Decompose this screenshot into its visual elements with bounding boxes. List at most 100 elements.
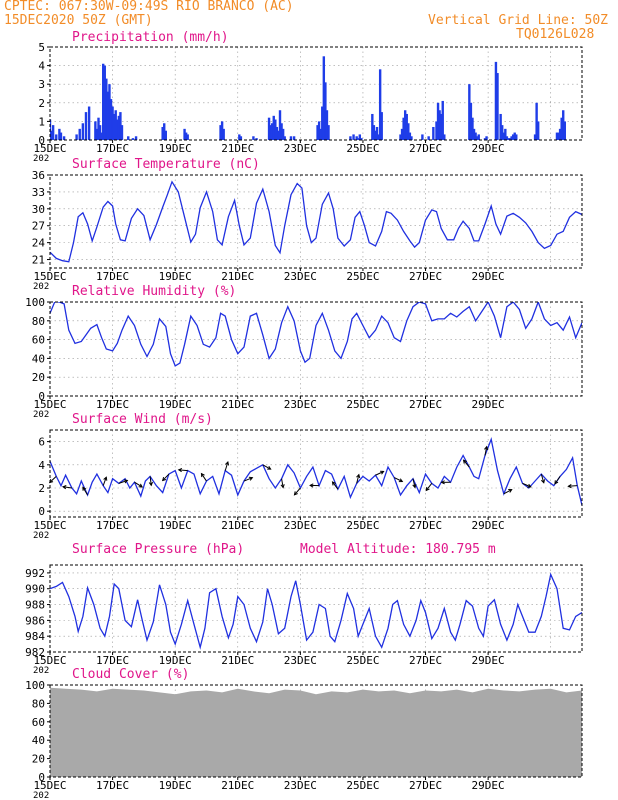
x-tick-label: 15DEC (33, 654, 66, 667)
y-tick-label: 60 (32, 716, 45, 729)
precip-bar (555, 132, 559, 140)
precip-bar (400, 128, 404, 140)
wind-arrow (484, 446, 488, 456)
precip-bar (114, 110, 117, 140)
wind-arrow (262, 464, 271, 470)
y-tick-label: 30 (32, 203, 45, 216)
precip-bar (510, 136, 513, 140)
x-tick-label: 15DEC (33, 142, 66, 155)
y-tick-label: 2 (38, 482, 45, 495)
precip-bar (219, 125, 222, 140)
header-grid-line: Vertical Grid Line: 50Z (428, 13, 609, 28)
precip-bar (438, 110, 441, 140)
y-tick-label: 24 (32, 237, 46, 250)
precip-bar (402, 117, 405, 140)
precip-bar (483, 138, 487, 140)
x-tick-label: 27DEC (409, 654, 442, 667)
y-tick-label: 4 (38, 459, 45, 472)
plot-frame (49, 301, 583, 397)
precip-bar (505, 136, 509, 140)
precip-bar (557, 132, 560, 140)
wind-arrow-head (161, 477, 167, 482)
x-year-label: 202 (33, 791, 49, 800)
precip-bar (471, 117, 474, 140)
precip-bar (399, 134, 402, 140)
wind-arrow (463, 459, 470, 468)
x-tick-label: 17DEC (96, 142, 129, 155)
precip-bar (292, 136, 296, 140)
precip-bar (360, 138, 363, 140)
wind-arrow (522, 482, 532, 488)
x-tick-label: 15DEC (33, 270, 66, 283)
y-tick-label: 100 (25, 296, 45, 309)
y-tick-label: 21 (32, 254, 45, 267)
precip-bar (222, 128, 225, 140)
precip-bar (186, 134, 189, 140)
precip-bar (432, 126, 435, 140)
precip-bar (352, 134, 355, 140)
precip-bar (95, 128, 99, 140)
precip-bar (277, 130, 280, 140)
y-tick-label: 80 (32, 315, 45, 328)
x-year-label: 202 (33, 531, 49, 541)
precip-bar (87, 106, 91, 140)
wind-arrow-head (567, 483, 572, 489)
y-tick-label: 2 (38, 97, 45, 110)
precip-bar (183, 128, 186, 140)
precip-bar (51, 125, 55, 140)
precip-bar (511, 134, 515, 140)
y-tick-label: 986 (25, 614, 45, 627)
x-year-label: 202 (33, 282, 49, 292)
x-tick-label: 25DEC (346, 270, 379, 283)
precip-bar (372, 125, 376, 140)
wind-arrow (356, 474, 360, 484)
y-tick-label: 990 (25, 583, 45, 596)
precip-bar (355, 136, 358, 140)
y-tick-label: 0 (38, 771, 45, 784)
header-model-id: TQ0126L028 (516, 27, 595, 42)
precip-bar (436, 102, 440, 140)
series-line (50, 180, 582, 263)
precip-bar (562, 110, 565, 140)
wind-arrow (162, 473, 170, 481)
x-tick-label: 21DEC (221, 519, 254, 532)
precip-bar (275, 126, 279, 140)
y-tick-label: 0 (38, 390, 45, 403)
wind-arrow-head (331, 481, 336, 486)
wind-arrow-head (554, 480, 559, 485)
x-tick-label: 19DEC (159, 779, 192, 792)
x-tick-label: 29DEC (472, 270, 505, 283)
plot-frame (49, 684, 583, 778)
cloud-cover-area (50, 687, 582, 777)
x-tick-label: 17DEC (96, 270, 129, 283)
precip-bar (380, 112, 383, 140)
precip-bar (563, 121, 566, 140)
wind-arrow-head (200, 472, 205, 478)
x-tick-label: 27DEC (409, 779, 442, 792)
precip-bar (112, 113, 116, 140)
precip-bar (108, 84, 111, 140)
precip-bar (499, 113, 502, 140)
wind-arrow-head (440, 480, 445, 485)
x-tick-label: 27DEC (409, 142, 442, 155)
precip-bar (468, 84, 471, 140)
precip-bar (410, 136, 413, 140)
precip-bar (508, 138, 512, 140)
precip-bar (378, 69, 382, 140)
wind-arrow (281, 478, 284, 488)
precip-bar (106, 91, 110, 140)
wind-arrow (503, 489, 512, 495)
x-year-label: 202 (33, 154, 49, 164)
precip-bar (274, 119, 277, 140)
plot-frame (49, 564, 583, 653)
x-tick-label: 21DEC (221, 270, 254, 283)
precip-bar (55, 134, 58, 140)
y-tick-label: 6 (38, 436, 45, 449)
y-tick-label: 5 (38, 41, 45, 54)
wind-arrow-head (508, 489, 513, 493)
x-tick-label: 25DEC (346, 398, 379, 411)
wind-arrow (62, 486, 72, 489)
wind-arrow-head (103, 476, 108, 481)
precip-bar (220, 121, 224, 140)
wind-arrow-head (248, 476, 254, 481)
